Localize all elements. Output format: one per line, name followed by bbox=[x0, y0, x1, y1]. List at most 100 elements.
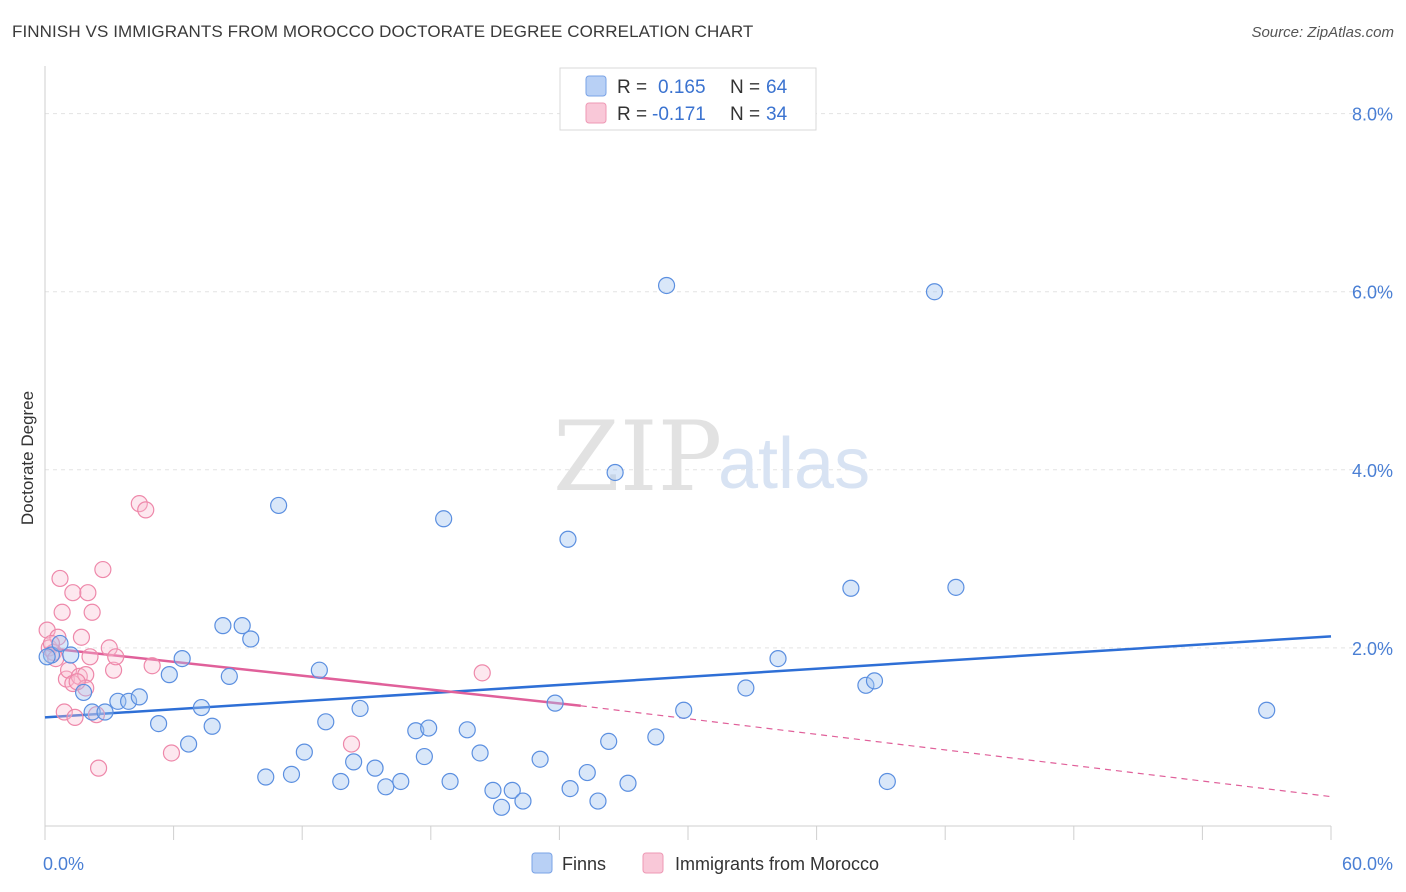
legend-n-value-morocco: 34 bbox=[766, 104, 788, 125]
data-point-morocco bbox=[162, 744, 181, 762]
data-point-finns bbox=[675, 701, 693, 719]
data-point-morocco bbox=[89, 759, 108, 777]
data-point-finns bbox=[857, 676, 875, 694]
data-point-finns bbox=[458, 721, 476, 739]
watermark-atlas: atlas bbox=[718, 424, 870, 504]
watermark-zip: ZIP bbox=[553, 401, 722, 513]
data-point-finns bbox=[38, 648, 56, 666]
data-point-finns bbox=[332, 772, 350, 791]
legend-swatch-morocco bbox=[585, 102, 607, 124]
bottom-legend-swatch-finns bbox=[531, 852, 553, 874]
data-point-finns bbox=[214, 617, 232, 635]
data-point-morocco bbox=[72, 628, 91, 646]
axes bbox=[44, 66, 1332, 840]
data-point-finns bbox=[351, 699, 369, 718]
trend-line-morocco bbox=[44, 646, 581, 708]
legend-swatch-finns bbox=[585, 75, 607, 97]
data-point-finns bbox=[180, 735, 198, 753]
data-point-finns bbox=[514, 792, 532, 810]
data-point-finns bbox=[119, 692, 138, 710]
data-point-finns bbox=[220, 667, 238, 686]
data-point-finns bbox=[257, 768, 275, 786]
data-point-morocco bbox=[79, 584, 97, 602]
data-point-finns bbox=[441, 772, 459, 791]
legend-r-value-finns: 0.165 bbox=[658, 77, 706, 98]
data-point-morocco bbox=[137, 501, 155, 519]
y-tick-label: 4.0% bbox=[1352, 461, 1393, 481]
data-point-finns bbox=[96, 703, 114, 721]
data-point-finns bbox=[310, 661, 328, 679]
legend-r-value-morocco: -0.171 bbox=[652, 104, 706, 125]
data-point-morocco bbox=[130, 495, 148, 513]
bottom-legend-swatch-morocco bbox=[642, 852, 664, 874]
data-point-morocco bbox=[77, 666, 95, 684]
data-point-finns bbox=[392, 772, 410, 791]
data-point-finns bbox=[83, 703, 101, 721]
data-point-morocco bbox=[473, 664, 491, 682]
data-point-finns bbox=[561, 779, 579, 798]
data-point-finns bbox=[471, 744, 489, 762]
data-point-finns bbox=[600, 732, 618, 751]
y-tick-label: 6.0% bbox=[1352, 283, 1393, 303]
data-point-finns bbox=[345, 753, 363, 771]
data-point-morocco bbox=[100, 639, 118, 657]
data-point-morocco bbox=[143, 657, 161, 675]
legend: R = 0.165 N = 64 R = -0.171 N = 34 bbox=[559, 67, 817, 131]
data-point-morocco bbox=[83, 603, 101, 621]
legend-r-label-finns: R = bbox=[617, 77, 647, 98]
data-point-finns bbox=[74, 683, 93, 702]
data-point-finns bbox=[192, 698, 211, 717]
chart-title: FINNISH VS IMMIGRANTS FROM MOROCCO DOCTO… bbox=[12, 22, 754, 41]
data-point-finns bbox=[925, 283, 944, 301]
data-point-finns bbox=[531, 750, 549, 768]
data-point-finns bbox=[203, 717, 221, 735]
data-point-finns bbox=[435, 510, 453, 528]
y-tick-label: 2.0% bbox=[1352, 639, 1393, 659]
data-point-finns bbox=[657, 276, 676, 295]
data-point-finns bbox=[484, 781, 502, 799]
bottom-legend-label-finns: Finns bbox=[562, 854, 606, 874]
series-finns-points bbox=[38, 276, 1276, 816]
data-point-morocco bbox=[53, 603, 71, 621]
data-point-finns bbox=[737, 679, 755, 697]
data-point-finns bbox=[233, 617, 251, 635]
data-point-finns bbox=[149, 714, 168, 733]
data-point-finns bbox=[270, 496, 288, 515]
data-point-finns bbox=[407, 722, 425, 740]
data-point-morocco bbox=[55, 703, 73, 721]
data-point-morocco bbox=[64, 584, 82, 602]
legend-n-label-morocco: N = bbox=[730, 104, 760, 125]
y-axis-label: Doctorate Degree bbox=[18, 391, 37, 525]
data-point-finns bbox=[295, 743, 313, 761]
data-point-finns bbox=[415, 747, 433, 766]
data-point-finns bbox=[606, 463, 624, 482]
bottom-legend: Finns Immigrants from Morocco bbox=[531, 852, 879, 874]
data-point-morocco bbox=[68, 673, 86, 691]
data-point-morocco bbox=[104, 661, 123, 679]
data-point-morocco bbox=[107, 648, 125, 666]
data-point-finns bbox=[865, 672, 884, 690]
data-point-finns bbox=[377, 778, 395, 796]
data-point-finns bbox=[130, 688, 148, 706]
data-point-finns bbox=[619, 774, 637, 792]
data-point-finns bbox=[878, 772, 896, 791]
data-point-finns bbox=[317, 713, 335, 731]
data-point-finns bbox=[559, 530, 577, 548]
x-tick-label: 0.0% bbox=[43, 854, 84, 874]
data-point-morocco bbox=[77, 679, 95, 697]
data-point-finns bbox=[420, 719, 438, 737]
trend-line-finns bbox=[44, 635, 1332, 719]
data-point-finns bbox=[173, 649, 191, 668]
data-point-morocco bbox=[94, 560, 112, 579]
data-point-morocco bbox=[342, 735, 361, 753]
data-point-finns bbox=[492, 798, 511, 816]
data-point-finns bbox=[160, 666, 178, 684]
tick-labels: 2.0% 4.0% 6.0% 8.0% 0.0% 60.0% bbox=[43, 105, 1393, 874]
data-point-finns bbox=[1258, 701, 1276, 719]
data-point-finns bbox=[647, 728, 665, 746]
data-point-morocco bbox=[51, 569, 69, 588]
data-point-finns bbox=[947, 578, 965, 596]
data-point-finns bbox=[51, 634, 69, 653]
legend-n-value-finns: 64 bbox=[766, 77, 788, 98]
data-point-finns bbox=[589, 792, 607, 810]
